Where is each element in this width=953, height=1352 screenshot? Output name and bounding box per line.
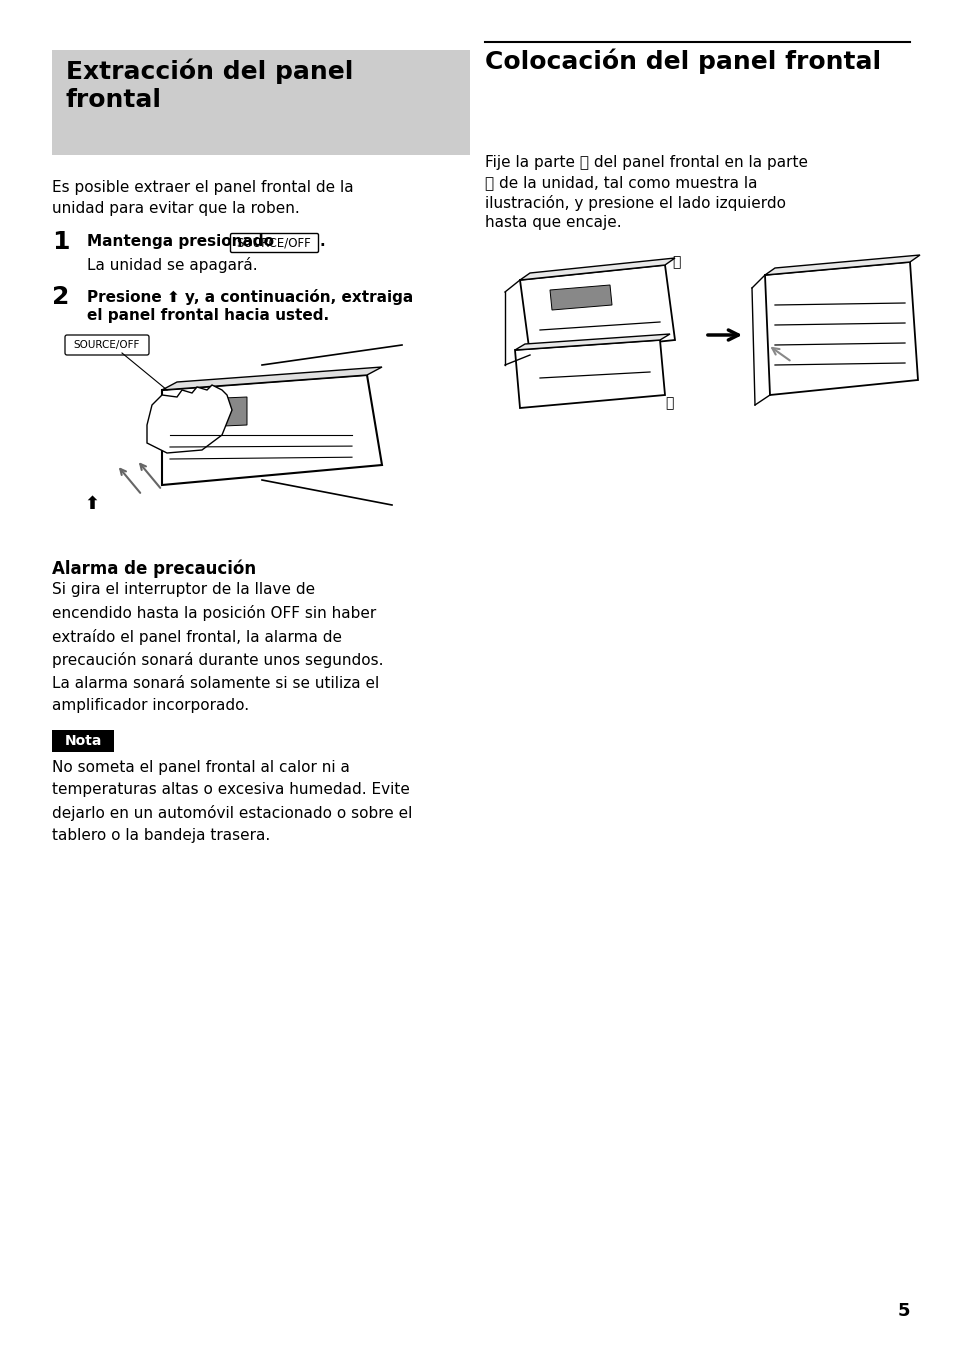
- Polygon shape: [764, 262, 917, 395]
- Text: Si gira el interruptor de la llave de
encendido hasta la posición OFF sin haber
: Si gira el interruptor de la llave de en…: [52, 581, 383, 713]
- Text: 2: 2: [52, 285, 70, 310]
- Text: .: .: [319, 234, 325, 249]
- Text: Mantenga presionado: Mantenga presionado: [87, 234, 274, 249]
- Text: 5: 5: [897, 1302, 909, 1320]
- FancyBboxPatch shape: [65, 335, 149, 356]
- FancyBboxPatch shape: [52, 50, 470, 155]
- Polygon shape: [764, 256, 919, 274]
- Text: Fije la parte Ⓐ del panel frontal en la parte: Fije la parte Ⓐ del panel frontal en la …: [484, 155, 807, 170]
- Text: Extracción del panel
frontal: Extracción del panel frontal: [66, 58, 353, 112]
- Text: Ⓐ: Ⓐ: [664, 396, 673, 410]
- Polygon shape: [177, 397, 247, 429]
- Text: 1: 1: [52, 230, 70, 254]
- Polygon shape: [162, 366, 381, 389]
- Text: el panel frontal hacia usted.: el panel frontal hacia usted.: [87, 308, 329, 323]
- Text: ⬆: ⬆: [85, 495, 99, 512]
- Text: La unidad se apagará.: La unidad se apagará.: [87, 257, 257, 273]
- Bar: [52, 730, 113, 752]
- Text: SOURCE/OFF: SOURCE/OFF: [236, 237, 311, 250]
- Polygon shape: [162, 375, 381, 485]
- Text: Presione ⬆ y, a continuación, extraiga: Presione ⬆ y, a continuación, extraiga: [87, 289, 413, 306]
- Text: Ⓑ de la unidad, tal como muestra la: Ⓑ de la unidad, tal como muestra la: [484, 174, 757, 191]
- Polygon shape: [515, 334, 669, 350]
- Text: Es posible extraer el panel frontal de la
unidad para evitar que la roben.: Es posible extraer el panel frontal de l…: [52, 180, 354, 216]
- Polygon shape: [515, 339, 664, 408]
- Polygon shape: [550, 285, 612, 310]
- Polygon shape: [519, 258, 675, 280]
- Text: SOURCE/OFF: SOURCE/OFF: [73, 339, 140, 350]
- Text: Alarma de precaución: Alarma de precaución: [52, 560, 255, 579]
- Polygon shape: [147, 385, 232, 453]
- Text: Ⓑ: Ⓑ: [671, 256, 679, 269]
- FancyBboxPatch shape: [231, 234, 318, 253]
- Text: ilustración, y presione el lado izquierdo: ilustración, y presione el lado izquierd…: [484, 195, 785, 211]
- Text: hasta que encaje.: hasta que encaje.: [484, 215, 621, 230]
- Text: Colocación del panel frontal: Colocación del panel frontal: [484, 49, 881, 73]
- Polygon shape: [519, 265, 675, 356]
- Text: Nota: Nota: [64, 734, 102, 748]
- Text: No someta el panel frontal al calor ni a
temperaturas altas o excesiva humedad. : No someta el panel frontal al calor ni a…: [52, 760, 412, 844]
